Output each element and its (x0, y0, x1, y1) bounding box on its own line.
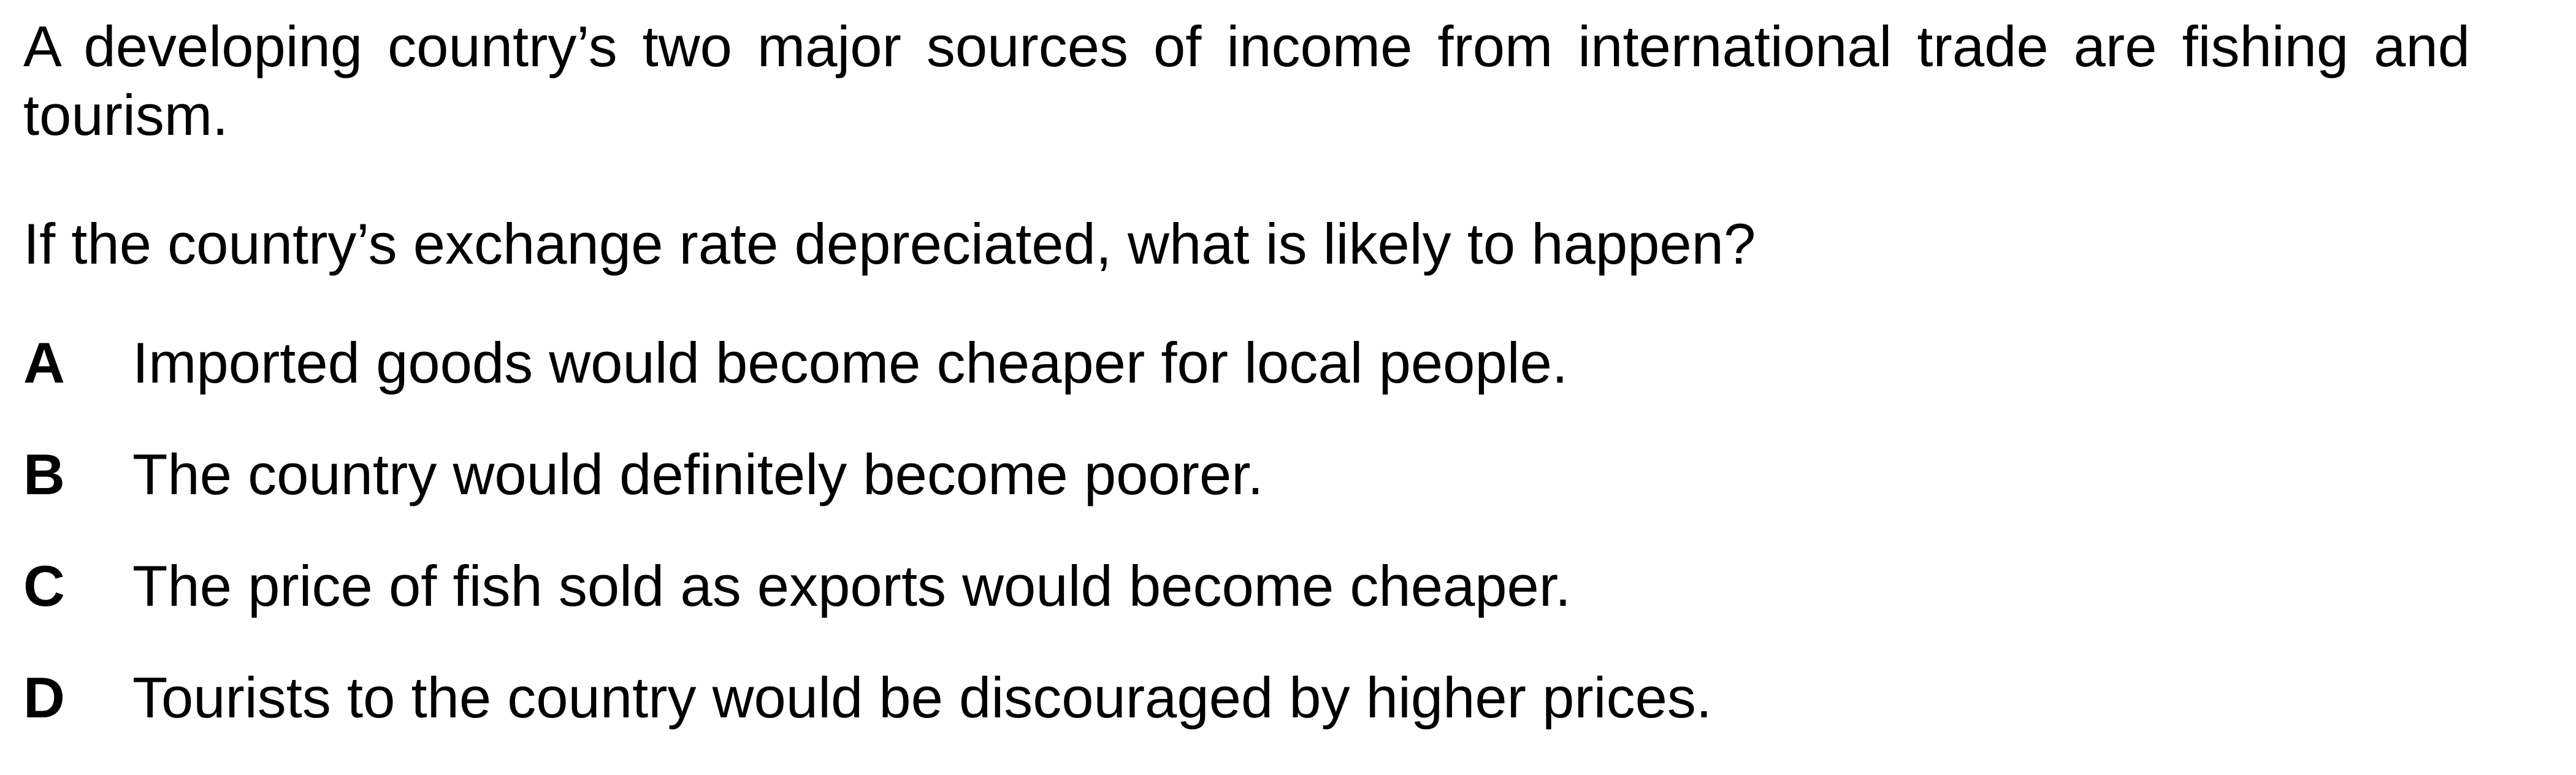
question-document: A developing country’s two major sources… (23, 12, 2470, 730)
option-a: A Imported goods would become cheaper fo… (23, 329, 1712, 440)
option-letter: C (23, 554, 65, 618)
option-c: C The price of fish sold as exports woul… (23, 552, 1712, 663)
option-letter: A (23, 330, 65, 395)
option-text: Imported goods would become cheaper for … (132, 330, 1569, 395)
option-letter: B (23, 442, 65, 506)
option-letter: D (23, 665, 65, 730)
option-text: The country would definitely become poor… (132, 442, 1264, 506)
question-prompt: If the country’s exchange rate depreciat… (23, 212, 1756, 276)
option-b: B The country would definitely become po… (23, 440, 1712, 552)
option-text: The price of fish sold as exports would … (132, 554, 1572, 618)
option-text: Tourists to the country would be discour… (132, 665, 1712, 730)
option-d: D Tourists to the country would be disco… (23, 663, 1712, 775)
question-stem: A developing country’s two major sources… (23, 14, 2470, 147)
answer-options: A Imported goods would become cheaper fo… (23, 329, 1712, 775)
